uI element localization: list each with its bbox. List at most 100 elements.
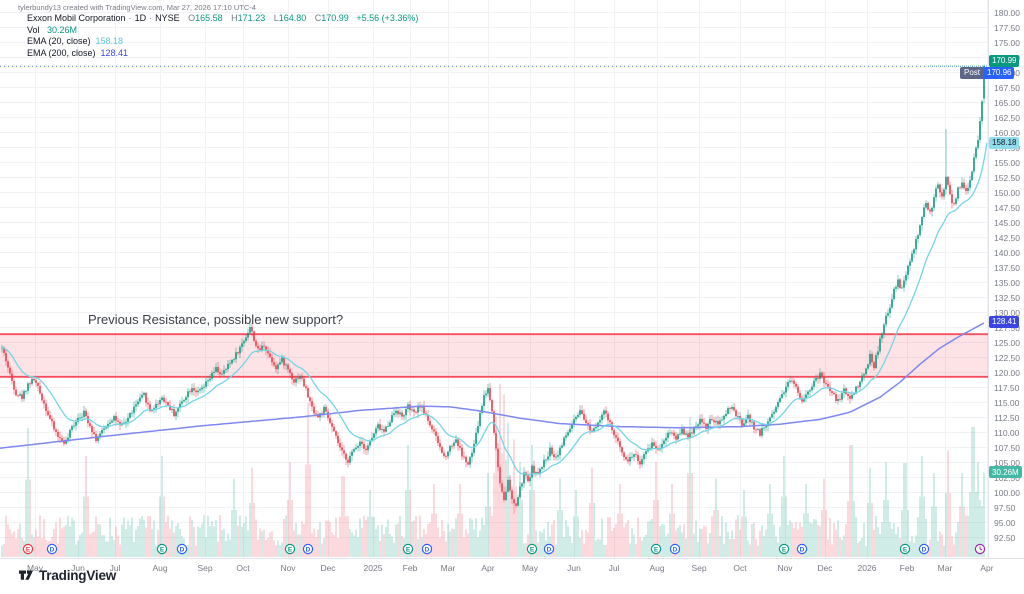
svg-text:E: E xyxy=(530,546,535,553)
svg-text:E: E xyxy=(26,546,31,553)
volume-badge: 30.26M xyxy=(989,466,1022,479)
tradingview-logo-icon xyxy=(19,570,33,580)
dividend-marker-icon[interactable]: D xyxy=(918,543,930,555)
high-value: 171.23 xyxy=(237,13,266,23)
volume-row[interactable]: Vol 30.26M xyxy=(27,25,418,36)
price-axis-label: 117.50 xyxy=(994,382,1020,393)
price-axis-label: 160.00 xyxy=(994,127,1020,138)
ema200-line xyxy=(0,322,985,449)
price-axis-label: 132.50 xyxy=(994,292,1020,303)
earnings-marker-icon[interactable]: E xyxy=(402,543,414,555)
time-axis-label: Mar xyxy=(440,563,456,573)
price-axis-label: 165.00 xyxy=(994,97,1020,108)
post-market-chip: Post xyxy=(960,66,985,79)
price-axis-label: 125.00 xyxy=(994,337,1020,348)
volume-value: 30.26M xyxy=(47,24,78,35)
price-axis-label: 92.50 xyxy=(994,532,1016,543)
ema20-badge: 158.18 xyxy=(989,136,1020,149)
svg-text:D: D xyxy=(180,546,185,553)
time-axis-label: Oct xyxy=(236,563,250,573)
dividend-marker-icon[interactable]: D xyxy=(669,543,681,555)
time-axis-label: Apr xyxy=(481,563,495,573)
tradingview-logo-text: TradingView xyxy=(39,567,117,583)
time-axis-label: 2026 xyxy=(857,563,877,573)
upcoming-earnings-icon[interactable] xyxy=(974,543,986,555)
earnings-marker-icon[interactable]: E xyxy=(650,543,662,555)
earnings-marker-icon[interactable]: E xyxy=(778,543,790,555)
time-axis-label: Sep xyxy=(691,563,707,573)
chart-legend[interactable]: Exxon Mobil Corporation · 1D · NYSE O165.58 … xyxy=(27,13,418,59)
volume-bars xyxy=(1,383,985,557)
symbol-row[interactable]: Exxon Mobil Corporation · 1D · NYSE O165.58 … xyxy=(27,13,418,24)
legend-separator: · xyxy=(149,13,153,23)
earnings-marker-icon[interactable]: E xyxy=(899,543,911,555)
price-axis[interactable]: 92.5095.0097.50100.00102.50105.00107.501… xyxy=(988,0,1024,558)
time-axis-label: Feb xyxy=(899,563,915,573)
dividend-marker-icon[interactable]: D xyxy=(176,543,188,555)
svg-text:E: E xyxy=(654,546,659,553)
dividend-marker-icon[interactable]: D xyxy=(46,543,58,555)
price-axis-label: 167.50 xyxy=(994,82,1020,93)
text-annotation[interactable]: Previous Resistance, possible new suppor… xyxy=(88,312,344,327)
price-axis-label: 162.50 xyxy=(994,112,1020,123)
price-axis-label: 115.00 xyxy=(994,397,1020,408)
timeframe[interactable]: 1D xyxy=(134,13,147,23)
price-axis-label: 177.50 xyxy=(994,22,1020,33)
resistance-band[interactable] xyxy=(0,333,988,378)
time-axis-label: Jun xyxy=(567,563,581,573)
post-market-badge: Post 170.96 xyxy=(960,66,1015,79)
price-axis-label: 140.00 xyxy=(994,247,1020,258)
time-axis-label: Dec xyxy=(320,563,336,573)
price-axis-label: 150.00 xyxy=(994,187,1020,198)
high-label: H xyxy=(231,13,238,23)
time-axis-label: Jul xyxy=(109,563,121,573)
post-market-price: 170.96 xyxy=(984,66,1015,79)
earnings-marker-icon[interactable]: E xyxy=(156,543,168,555)
price-axis-label: 107.50 xyxy=(994,442,1020,453)
dividend-marker-icon[interactable]: D xyxy=(796,543,808,555)
time-axis-label: Sep xyxy=(197,563,213,573)
time-axis-label: Jul xyxy=(608,563,620,573)
symbol-name[interactable]: Exxon Mobil Corporation xyxy=(27,13,126,23)
dividend-marker-icon[interactable]: D xyxy=(302,543,314,555)
price-axis-label: 180.00 xyxy=(994,7,1020,18)
ema20-value: 158.18 xyxy=(95,36,124,46)
ema200-row[interactable]: EMA (200, close) 128.41 xyxy=(27,48,418,59)
ema20-row[interactable]: EMA (20, close) 158.18 xyxy=(27,36,418,47)
svg-text:E: E xyxy=(903,546,908,553)
earnings-marker-icon[interactable]: E xyxy=(22,543,34,555)
price-axis-label: 155.00 xyxy=(994,157,1020,168)
svg-text:D: D xyxy=(50,546,55,553)
tradingview-logo[interactable]: TradingView xyxy=(18,567,116,583)
price-axis-label: 122.50 xyxy=(994,352,1020,363)
earnings-marker-icon[interactable]: E xyxy=(526,543,538,555)
exchange: NYSE xyxy=(155,13,180,23)
time-axis-label: May xyxy=(26,563,44,573)
price-axis-label: 147.50 xyxy=(994,202,1020,213)
grid xyxy=(0,0,988,557)
time-axis-label: Aug xyxy=(152,563,168,573)
time-axis[interactable]: May Jun Jul Aug Sep Oct Nov Dec 2025 Feb Mar Apr May… xyxy=(0,558,1024,594)
price-axis-label: 97.50 xyxy=(994,502,1016,513)
ema20-line xyxy=(1,142,988,476)
price-axis-label: 137.50 xyxy=(994,262,1020,273)
price-axis-label: 130.00 xyxy=(994,307,1020,318)
dividend-marker-icon[interactable]: D xyxy=(543,543,555,555)
close-value: 170.99 xyxy=(321,13,349,23)
dividend-marker-icon[interactable]: D xyxy=(421,543,433,555)
earnings-marker-icon[interactable]: E xyxy=(284,543,296,555)
svg-text:D: D xyxy=(673,546,678,553)
ema20-label: EMA (20, close) xyxy=(27,36,91,46)
price-axis-label: 142.50 xyxy=(994,232,1020,243)
time-axis-label: 2025 xyxy=(363,563,383,573)
price-axis-label: 152.50 xyxy=(994,172,1020,183)
price-axis-label: 145.00 xyxy=(994,217,1020,228)
price-axis-label: 120.00 xyxy=(994,367,1020,378)
low-label: L xyxy=(273,13,279,23)
svg-text:E: E xyxy=(160,546,165,553)
last-price-badge: 170.99 xyxy=(989,54,1020,67)
price-axis-label: 135.00 xyxy=(994,277,1020,288)
